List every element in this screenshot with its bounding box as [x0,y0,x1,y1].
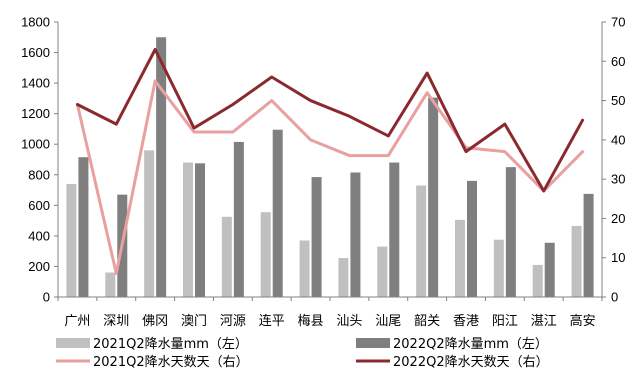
x-category-label: 阳江 [492,314,518,329]
right-tick-label: 50 [611,93,625,108]
line-2022-rain-days [75,48,585,193]
bar-2022-香港 [467,180,477,297]
left-tick-label: 1400 [21,76,50,91]
plot-area [66,37,594,298]
bar-2021-高安 [571,225,582,297]
bar-2022-梅县 [311,177,322,297]
x-category-label: 梅县 [298,314,324,329]
bar-2021-广州 [66,183,77,297]
bar-2021-河源 [221,216,232,297]
bar-2021-湛江 [532,264,543,297]
axes: 0 200 400 600 800 1000 1200 1400 1600 1800 0 10 20 30… [21,15,625,330]
x-category-label: 广州 [64,314,90,329]
bar-2021-汕头 [338,258,349,297]
left-tick-label: 1200 [21,106,50,121]
bar-2021-澳门 [183,162,193,297]
left-tick-label: 0 [43,290,50,305]
x-category-label: 河源 [220,314,246,329]
bar-2021-佛冈 [144,150,155,297]
legend-label: 2021Q2降水天数天（右） [93,355,249,370]
bar-2022-佛冈 [156,37,167,298]
left-tick-label: 200 [28,259,50,274]
bar-2022-高安 [583,193,594,297]
right-tick-label: 30 [611,172,625,187]
bar-2022-韶关 [428,97,439,297]
left-tick-label: 1800 [21,15,50,30]
bar-2022-湛江 [544,242,555,297]
right-tick-label: 0 [611,290,618,305]
right-tick-label: 40 [611,132,625,147]
right-tick-label: 20 [611,211,625,226]
bar-2022-连平 [272,129,283,297]
legend-label: 2022Q2降水量mm（左） [393,337,548,352]
bar-2022-汕头 [350,172,361,297]
x-category-label: 香港 [453,314,479,329]
x-category-label: 连平 [259,313,285,329]
bar-2021-深圳 [105,272,116,297]
x-category-label: 湛江 [531,314,557,329]
legend: 2021Q2降水量mm（左） 2022Q2降水量mm（左） 2021Q2降水天数天（… [56,337,549,370]
legend-swatch [356,338,390,348]
bar-2022-阳江 [505,167,516,297]
bar-2021-连平 [260,212,271,297]
right-tick-label: 10 [611,250,625,265]
x-category-label: 韶关 [414,313,440,329]
x-category-label: 汕头 [336,314,362,329]
bar-2021-汕尾 [377,246,388,297]
bar-2022-广州 [78,157,89,297]
right-tick-label: 70 [611,15,625,30]
x-category-label: 佛冈 [142,314,168,329]
bar-2022-汕尾 [389,162,400,297]
left-tick-label: 600 [28,198,50,213]
legend-swatch [56,338,90,348]
bar-2022-河源 [233,141,244,297]
bar-2021-梅县 [299,240,310,297]
line-2021-rain-days [75,79,585,275]
legend-label: 2021Q2降水量mm（左） [93,337,248,352]
legend-label: 2022Q2降水天数天（右） [393,355,549,370]
x-category-label: 汕尾 [375,314,401,329]
left-tick-label: 800 [28,167,50,182]
left-tick-label: 1000 [21,137,50,152]
bar-2022-澳门 [195,163,205,297]
x-category-label: 深圳 [103,314,129,329]
bar-2021-香港 [455,219,465,297]
x-category-label: 高安 [570,313,596,329]
right-tick-label: 60 [611,54,625,69]
bar-2021-阳江 [493,239,504,297]
bar-2021-韶关 [416,185,427,297]
left-tick-label: 1600 [21,45,50,60]
x-category-label: 澳门 [181,313,207,329]
left-tick-label: 400 [28,228,50,243]
